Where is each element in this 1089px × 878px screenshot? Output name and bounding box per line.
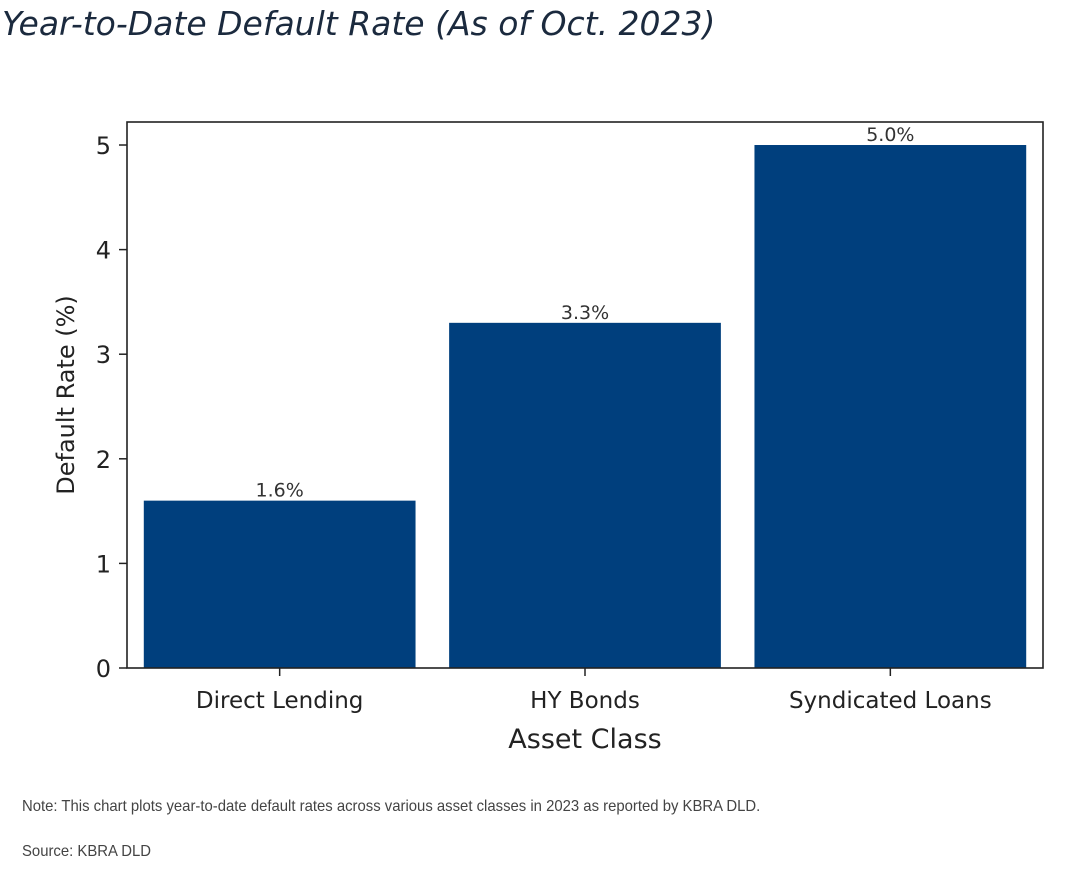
chart-title: Year-to-Date Default Rate (As of Oct. 20… xyxy=(2,4,716,43)
x-tick-label-1: HY Bonds xyxy=(530,688,640,714)
data-label-2: 5.0% xyxy=(866,124,914,146)
bar-2 xyxy=(754,145,1027,669)
data-labels-layer: 1.6% 3.3% 5.0% xyxy=(256,124,915,502)
y-tick-label-4: 4 xyxy=(96,237,111,265)
y-tick-label-5: 5 xyxy=(96,132,111,160)
bars-layer xyxy=(143,145,1027,669)
y-tick-label-1: 1 xyxy=(96,550,111,578)
y-tick-label-3: 3 xyxy=(96,341,111,369)
bar-chart: 1.6% 3.3% 5.0% 0 1 2 3 4 5 Direct Lending HY Bon… xyxy=(52,121,1044,755)
bar-1 xyxy=(449,322,721,668)
y-axis-label: Default Rate (%) xyxy=(52,295,80,495)
x-axis: Direct Lending HY Bonds Syndicated Loans xyxy=(196,668,992,714)
x-tick-label-2: Syndicated Loans xyxy=(789,688,992,714)
chart-source: Source: KBRA DLD xyxy=(22,843,152,860)
data-label-1: 3.3% xyxy=(561,302,609,324)
bar-0 xyxy=(143,500,416,668)
y-tick-label-0: 0 xyxy=(96,655,111,683)
y-tick-label-2: 2 xyxy=(96,446,111,474)
x-axis-label: Asset Class xyxy=(508,724,661,755)
y-axis: 0 1 2 3 4 5 xyxy=(96,132,127,683)
x-tick-label-0: Direct Lending xyxy=(196,688,363,714)
chart-note: Note: This chart plots year-to-date defa… xyxy=(22,798,761,815)
data-label-0: 1.6% xyxy=(256,480,304,502)
